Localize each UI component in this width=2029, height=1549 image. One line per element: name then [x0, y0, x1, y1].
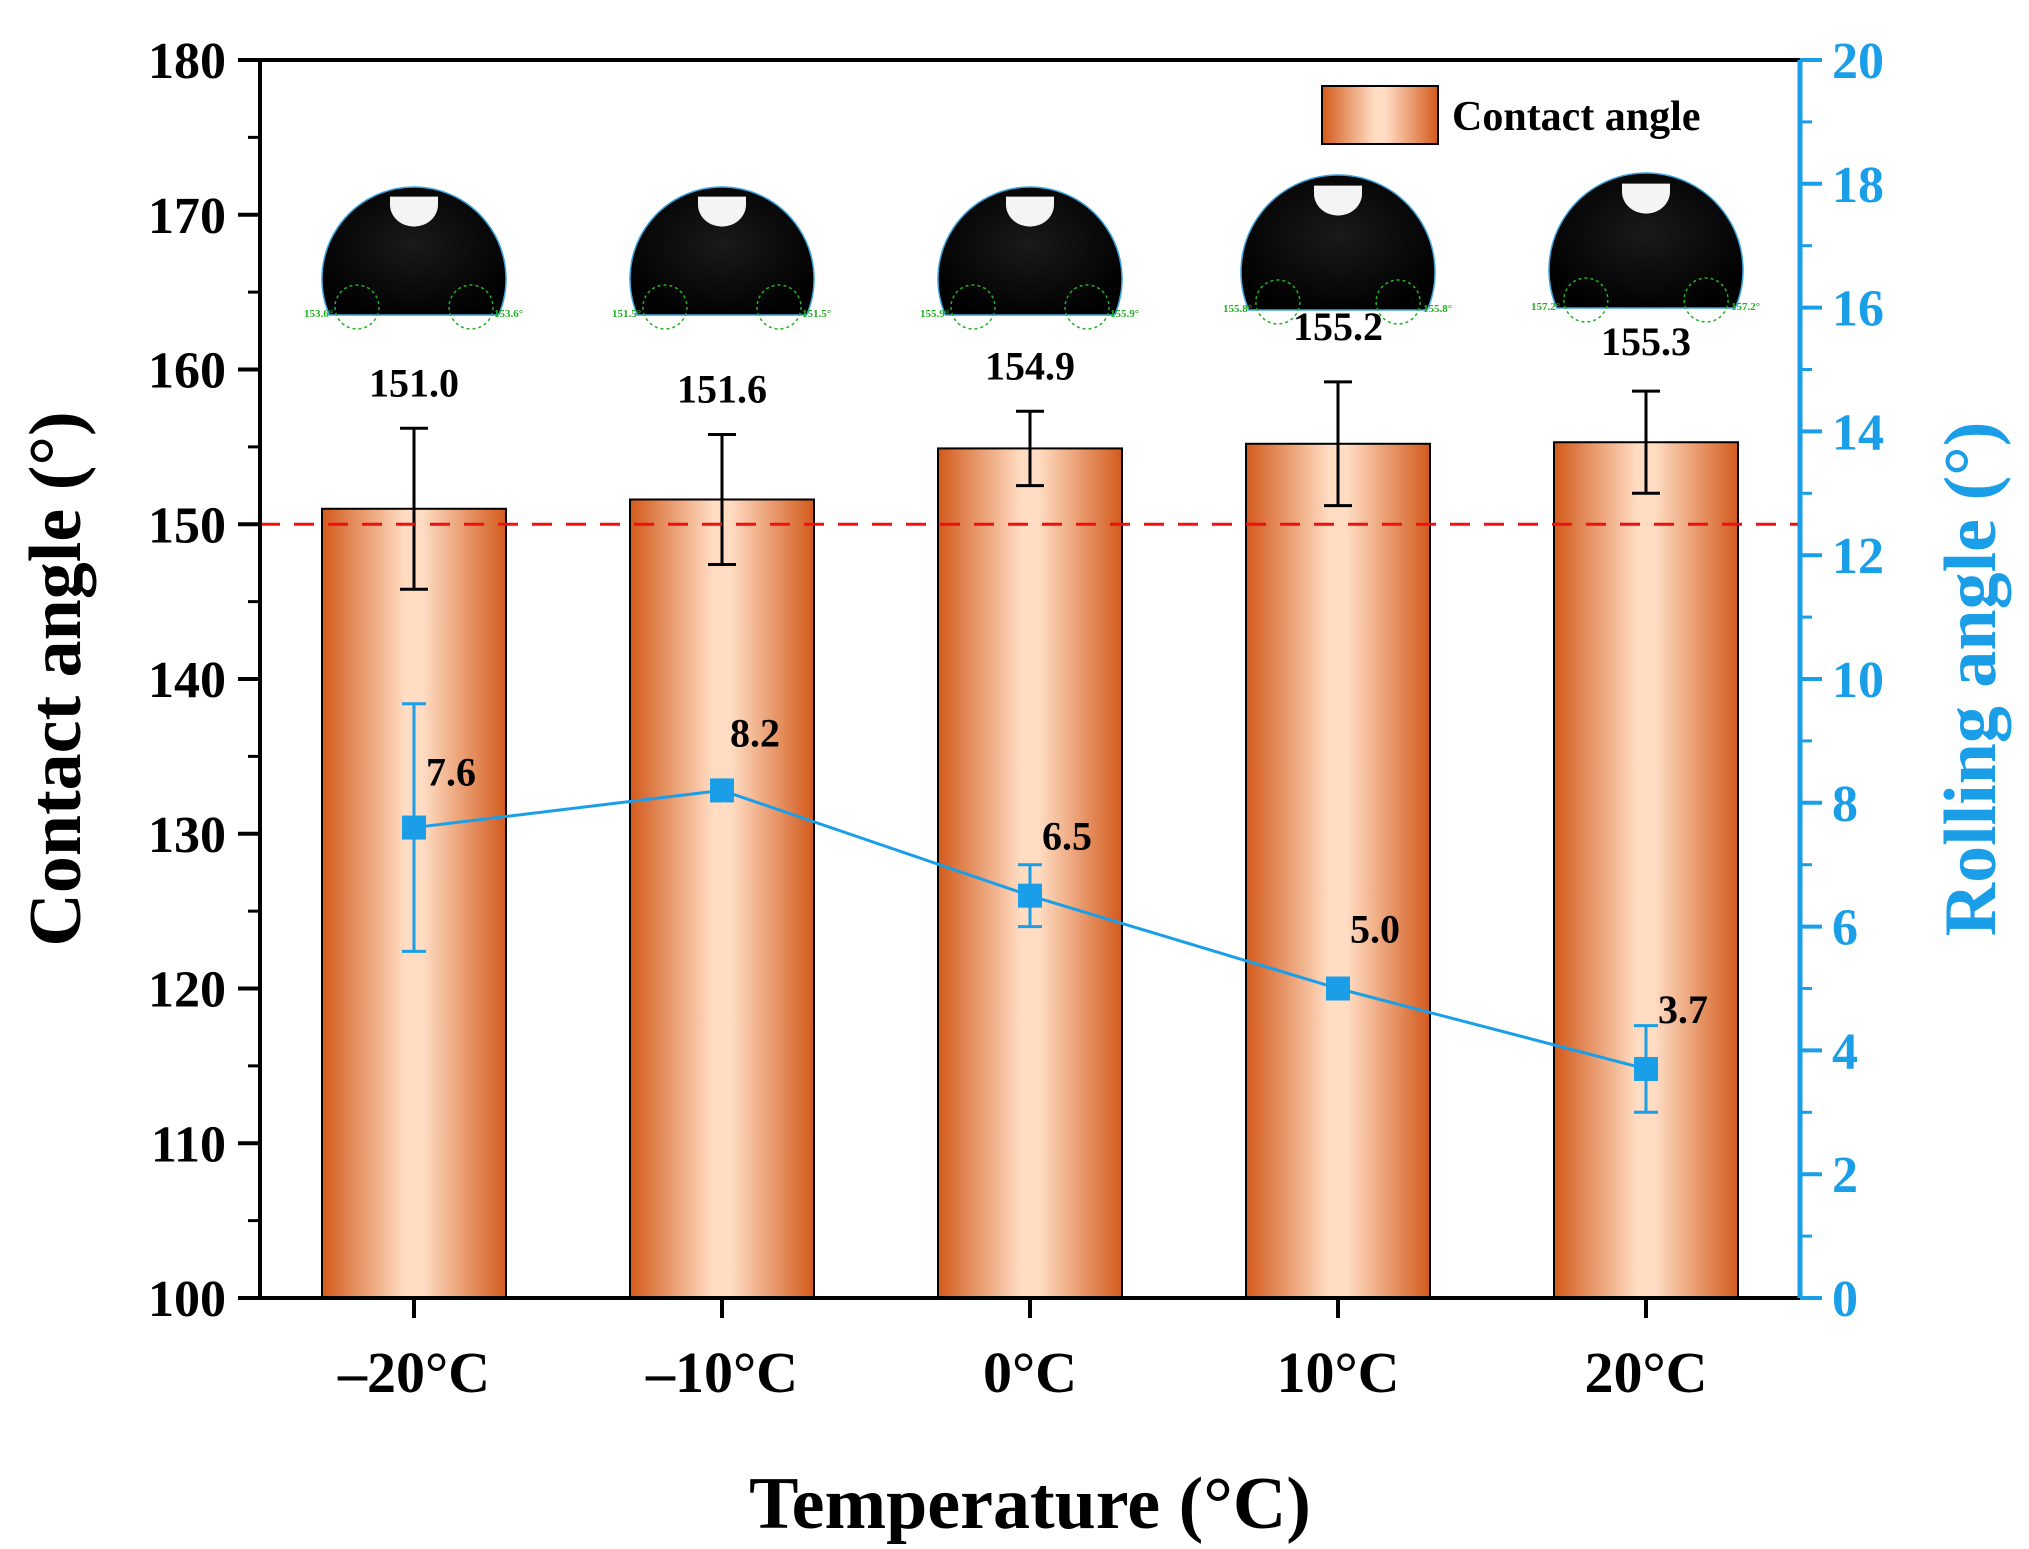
rolling-angle-point — [710, 778, 734, 803]
legend-swatch — [1321, 85, 1439, 145]
droplet-image: 155.9° 155.9° — [918, 186, 1142, 330]
y-left-tick-label: 140 — [148, 652, 226, 709]
droplet-body — [629, 186, 815, 316]
y-right-tick-label: 14 — [1832, 404, 1884, 461]
y-left-axis-title: Contact angle (°) — [15, 411, 97, 946]
legend-label: Contact angle — [1452, 94, 1700, 140]
droplet-angle-marker — [1683, 277, 1729, 323]
droplet-angle-label: 155.9° — [1110, 308, 1139, 320]
droplet-substrate — [302, 313, 526, 321]
labels: 151.0 151.6 154.9 155.2 155.3 7.6 8.2 6.5 5.0 3.7… — [15, 85, 2012, 1545]
rolling-angle-value-label: 5.0 — [1350, 907, 1400, 952]
contact-angle-value-label: 155.3 — [1601, 319, 1691, 364]
rolling-angle-point — [402, 815, 426, 840]
droplet-angle-marker — [642, 284, 688, 330]
contact-angle-bar — [1245, 442, 1431, 1299]
y-right-tick-label: 16 — [1832, 281, 1884, 338]
droplet-angle-marker — [756, 284, 802, 330]
y-left-tick-label: 100 — [148, 1271, 226, 1328]
droplet-angle-label: 151.5° — [612, 308, 641, 320]
rolling-angle-value-label: 7.6 — [426, 750, 476, 795]
droplet-angle-marker — [334, 284, 380, 330]
x-tick-label: –20°C — [337, 1340, 490, 1405]
droplet-angle-marker — [1563, 277, 1609, 323]
rolling-angle-point — [1326, 976, 1350, 1001]
droplet-angle-label: 157.2° — [1731, 301, 1760, 313]
droplet-angle-marker — [1064, 284, 1110, 330]
droplet-substrate — [1221, 308, 1455, 316]
droplet-body — [1240, 174, 1436, 311]
y-left-tick-label: 180 — [148, 33, 226, 90]
y-right-tick-label: 2 — [1832, 1147, 1858, 1204]
droplet-angle-label: 153.6° — [304, 308, 333, 320]
contact-angle-value-label: 154.9 — [985, 343, 1075, 388]
y-right-tick-label: 18 — [1832, 157, 1884, 214]
droplet-angle-label: 155.8° — [1223, 303, 1252, 315]
rolling-angle-value-label: 3.7 — [1658, 987, 1708, 1032]
y-right-tick-label: 8 — [1832, 776, 1858, 833]
axes: 100 110 120 130 140 150 160 170 180 0 2 4 6 8 10 12 14 16… — [148, 33, 1884, 1405]
droplet-highlight — [1006, 196, 1054, 227]
y-left-tick-label: 120 — [148, 962, 226, 1019]
droplet-image: 155.8° 155.8° — [1221, 174, 1455, 325]
y-right-tick-label: 10 — [1832, 652, 1884, 709]
x-axis-title: Temperature (°C) — [749, 1463, 1311, 1545]
plot-area — [260, 380, 1800, 1300]
droplet-angle-label: 155.9° — [920, 308, 949, 320]
x-tick-label: 20°C — [1584, 1340, 1707, 1405]
droplet-angle-marker — [448, 284, 494, 330]
x-tick-label: 10°C — [1276, 1340, 1399, 1405]
droplet-highlight — [698, 196, 746, 227]
contact-angle-value-label: 155.2 — [1293, 304, 1383, 349]
droplet-angle-label: 151.5° — [802, 308, 831, 320]
droplet-angle-marker — [1255, 279, 1301, 325]
droplet-substrate — [610, 313, 834, 321]
droplet-body — [1548, 172, 1744, 309]
contact-angle-bar — [629, 498, 815, 1299]
x-tick-label: –10°C — [645, 1340, 798, 1405]
droplet-image: 151.5° 151.5° — [610, 186, 834, 330]
droplet-highlight — [390, 196, 438, 227]
y-right-tick-label: 20 — [1832, 33, 1884, 90]
droplet-image: 157.2° 157.2° — [1529, 172, 1763, 323]
droplet-angle-marker — [950, 284, 996, 330]
rolling-angle-point — [1634, 1056, 1658, 1081]
contact-angle-bar — [1553, 441, 1739, 1300]
rolling-angle-point — [1018, 883, 1042, 908]
droplet-highlight — [1314, 185, 1362, 216]
y-left-tick-label: 150 — [148, 497, 226, 554]
y-right-tick-label: 6 — [1832, 900, 1858, 957]
rolling-angle-value-label: 6.5 — [1042, 814, 1092, 859]
droplet-substrate — [1529, 306, 1763, 314]
y-left-tick-label: 130 — [148, 807, 226, 864]
legend: Contact angle — [1321, 85, 1700, 145]
y-right-tick-label: 4 — [1832, 1023, 1858, 1080]
droplet-angle-label: 157.2° — [1531, 301, 1560, 313]
droplet-angle-label: 155.8° — [1423, 303, 1452, 315]
droplet-angle-marker — [1375, 279, 1421, 325]
droplet-image: 153.6° 153.6° — [302, 186, 526, 330]
y-left-tick-label: 170 — [148, 188, 226, 245]
droplet-substrate — [918, 313, 1142, 321]
droplet-body — [937, 186, 1123, 316]
y-left-tick-label: 160 — [148, 343, 226, 400]
contact-angle-value-label: 151.6 — [677, 366, 767, 411]
droplet-images: 153.6° 153.6° 151.5° 151.5° 155.9° 155.9° 155.… — [302, 172, 1763, 330]
x-tick-label: 0°C — [983, 1340, 1077, 1405]
droplet-highlight — [1622, 183, 1670, 214]
y-right-axis-title: Rolling angle (°) — [1930, 422, 2012, 937]
contact-angle-value-label: 151.0 — [369, 360, 459, 405]
y-left-tick-label: 110 — [151, 1116, 226, 1173]
y-right-tick-label: 0 — [1832, 1271, 1858, 1328]
droplet-angle-label: 153.6° — [494, 308, 523, 320]
rolling-angle-value-label: 8.2 — [730, 710, 780, 755]
droplet-body — [321, 186, 507, 316]
y-right-tick-label: 12 — [1832, 528, 1884, 585]
